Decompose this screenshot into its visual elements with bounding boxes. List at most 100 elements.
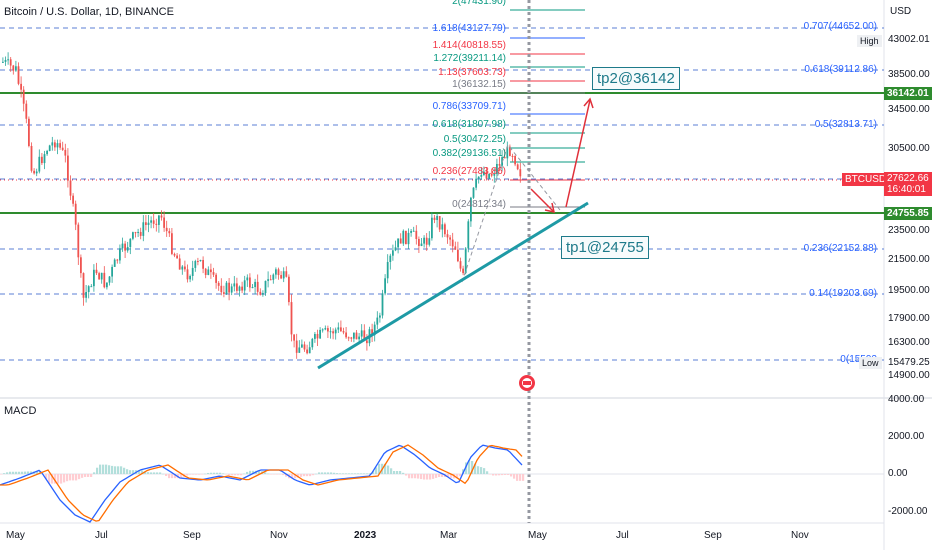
macd-histogram-bar bbox=[432, 474, 435, 479]
macd-histogram-bar bbox=[45, 474, 48, 480]
macd-histogram-bar bbox=[477, 466, 480, 474]
candle-body bbox=[4, 60, 7, 62]
candle-body bbox=[51, 142, 54, 146]
current-price-value: 27622.66 bbox=[887, 173, 929, 184]
candle-body bbox=[324, 328, 327, 330]
macd-histogram-bar bbox=[96, 467, 99, 474]
candle-body bbox=[381, 293, 384, 316]
candle-body bbox=[168, 231, 171, 234]
candle-body bbox=[340, 327, 342, 332]
macd-histogram-bar bbox=[15, 471, 18, 474]
candle-body bbox=[202, 259, 204, 269]
currency-label[interactable]: USD bbox=[890, 6, 912, 17]
candle-body bbox=[319, 329, 321, 339]
price-axis-label: 30500.00 bbox=[888, 143, 930, 154]
fib-retracement-label: 0(15592 bbox=[0, 354, 877, 365]
macd-histogram-bar bbox=[192, 474, 195, 475]
candle-body bbox=[272, 274, 275, 280]
macd-histogram-bar bbox=[117, 466, 120, 474]
candle-body bbox=[189, 275, 191, 280]
macd-histogram-bar bbox=[168, 474, 171, 479]
macd-histogram-bar bbox=[438, 474, 441, 477]
macd-histogram-bar bbox=[318, 472, 321, 474]
macd-histogram-bar bbox=[270, 474, 273, 475]
macd-histogram-bar bbox=[78, 474, 81, 480]
candle-body bbox=[373, 324, 376, 336]
macd-histogram-bar bbox=[210, 472, 213, 474]
candle-body bbox=[243, 280, 246, 291]
fib-extension-label: 1.13(37603.73) bbox=[438, 67, 506, 78]
macd-histogram-bar bbox=[501, 474, 504, 476]
candle-body bbox=[441, 224, 444, 230]
macd-histogram-bar bbox=[384, 463, 387, 474]
candle-body bbox=[436, 216, 438, 221]
candle-body bbox=[277, 269, 280, 276]
macd-histogram-bar bbox=[3, 473, 6, 474]
macd-histogram-bar bbox=[450, 474, 453, 478]
macd-histogram-bar bbox=[504, 474, 507, 475]
candle-body bbox=[516, 164, 519, 170]
macd-histogram-bar bbox=[333, 472, 336, 474]
candle-body bbox=[176, 255, 178, 259]
candle-body bbox=[38, 156, 41, 172]
symbol-title[interactable]: Bitcoin / U.S. Dollar, 1D, BINANCE bbox=[4, 6, 174, 18]
candle-body bbox=[386, 262, 389, 279]
tp1-callout[interactable]: tp1@24755 bbox=[561, 236, 649, 259]
candle-body bbox=[204, 268, 207, 275]
macd-histogram-bar bbox=[522, 474, 525, 481]
candle-body bbox=[12, 65, 15, 71]
macd-histogram-bar bbox=[372, 470, 375, 474]
candle-body bbox=[327, 328, 329, 332]
low-label: Low bbox=[859, 357, 882, 369]
macd-histogram-bar bbox=[351, 473, 354, 474]
macd-histogram-bar bbox=[399, 471, 402, 474]
macd-histogram-bar bbox=[387, 465, 390, 474]
time-axis-label: Jul bbox=[95, 530, 108, 541]
macd-histogram bbox=[0, 460, 525, 484]
candle-body bbox=[285, 271, 288, 277]
fib-extension-label: 0.382(29136.51) bbox=[432, 148, 506, 159]
macd-histogram-bar bbox=[300, 474, 303, 477]
macd-title[interactable]: MACD bbox=[4, 405, 37, 417]
price-axis-label: 16300.00 bbox=[888, 337, 930, 348]
macd-histogram-bar bbox=[159, 472, 162, 474]
candle-body bbox=[9, 59, 12, 66]
macd-histogram-bar bbox=[219, 472, 222, 474]
candle-body bbox=[111, 266, 113, 277]
macd-histogram-bar bbox=[402, 472, 405, 474]
candle-body bbox=[428, 238, 431, 245]
macd-histogram-bar bbox=[165, 474, 168, 476]
candle-body bbox=[186, 269, 189, 280]
macd-histogram-bar bbox=[441, 474, 444, 477]
macd-histogram-bar bbox=[483, 468, 486, 474]
candle-body bbox=[485, 171, 488, 179]
fib-retracement-label: 0.618(39112.86) bbox=[804, 64, 877, 75]
fib-extension-label: 0.5(30472.25) bbox=[443, 134, 506, 145]
candle-body bbox=[347, 337, 350, 339]
fib-extension-label: 0.618(31807.98) bbox=[432, 119, 506, 130]
candle-body bbox=[379, 315, 381, 318]
macd-histogram-bar bbox=[243, 473, 246, 475]
candle-body bbox=[503, 157, 506, 159]
macd-histogram-bar bbox=[195, 474, 198, 475]
candle-body bbox=[142, 222, 145, 236]
high-label: High bbox=[857, 35, 882, 47]
tp2-callout[interactable]: tp2@36142 bbox=[592, 67, 680, 90]
macd-histogram-bar bbox=[105, 464, 108, 474]
candle-body bbox=[475, 178, 477, 188]
candle-body bbox=[308, 347, 311, 354]
candle-body bbox=[290, 302, 293, 335]
candle-body bbox=[392, 250, 394, 256]
macd-histogram-bar bbox=[330, 472, 333, 474]
macd-histogram-bar bbox=[186, 474, 189, 476]
fib-retracement-label: 0.5(32813.71) bbox=[814, 119, 877, 130]
macd-histogram-bar bbox=[456, 474, 459, 479]
macd-histogram-bar bbox=[201, 474, 204, 475]
candle-body bbox=[150, 220, 152, 223]
macd-histogram-bar bbox=[498, 474, 501, 476]
fib-extension-label: 1(36132.15) bbox=[452, 79, 506, 90]
macd-histogram-bar bbox=[246, 471, 249, 474]
macd-histogram-bar bbox=[327, 472, 330, 474]
candle-body bbox=[17, 66, 20, 84]
